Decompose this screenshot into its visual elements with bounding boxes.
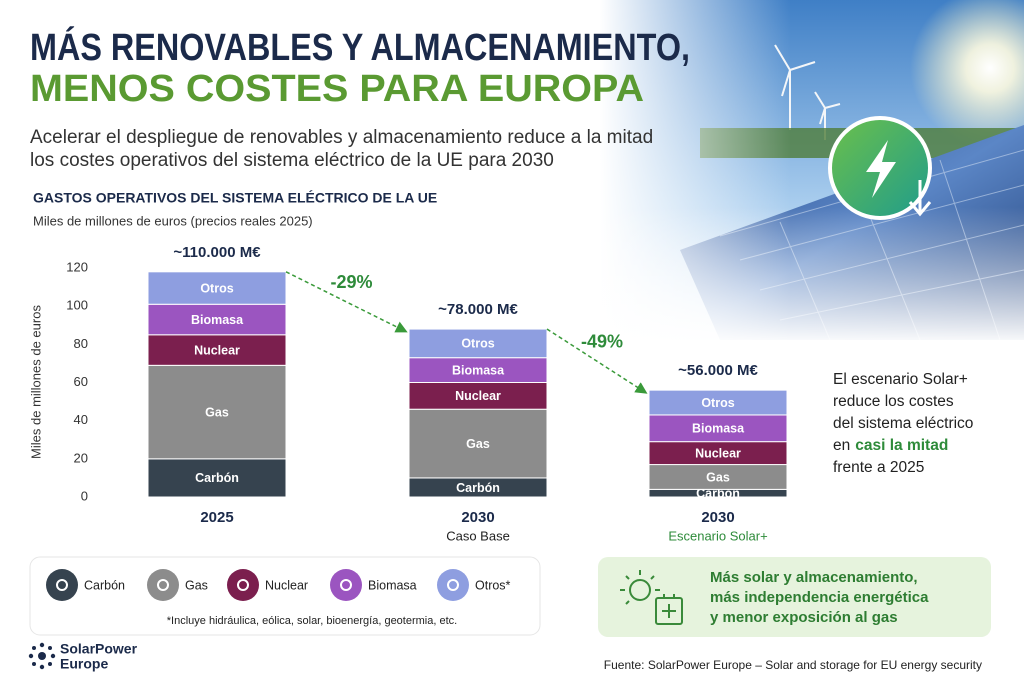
legend-note: *Incluye hidráulica, eólica, solar, bioe… xyxy=(167,615,457,627)
legend-label: Carbón xyxy=(84,578,125,592)
change-label: -49% xyxy=(581,331,623,351)
legend-label: Biomasa xyxy=(368,578,417,592)
bar-segment xyxy=(147,458,287,498)
x-tick-label: 2025 xyxy=(200,509,233,526)
callout: El escenario Solar+ reduce los costes de… xyxy=(833,371,973,476)
logo-text: Europe xyxy=(60,656,108,672)
bar-segment xyxy=(648,389,788,416)
segment-label: Gas xyxy=(205,405,229,419)
title-line: MÁS RENOVABLES Y ALMACENAMIENTO, xyxy=(30,25,690,69)
segment-label: Nuclear xyxy=(455,389,501,403)
logo: SolarPower Europe xyxy=(28,641,138,672)
segment-label: Nuclear xyxy=(194,343,240,357)
bar-segment xyxy=(408,408,548,479)
bar-segment xyxy=(147,271,287,305)
change-arrow xyxy=(546,328,648,394)
callout-line: reduce los costes xyxy=(833,393,954,410)
segment-label: Biomasa xyxy=(692,422,745,436)
segment-label: Otros xyxy=(701,396,734,410)
total-label: ~56.000 M€ xyxy=(678,362,758,379)
lead-line: Acelerar el despliegue de renovables y a… xyxy=(30,127,653,148)
change-arrow xyxy=(285,271,408,333)
chart-title: GASTOS OPERATIVOS DEL SISTEMA ELÉCTRICO … xyxy=(33,190,437,206)
banner-line: más independencia energética xyxy=(710,589,929,606)
bar-segment xyxy=(147,303,287,336)
segment-label: Carbón xyxy=(696,486,740,500)
banner-line: y menor exposición al gas xyxy=(710,609,898,626)
total-label: ~110.000 M€ xyxy=(173,244,261,261)
banner: Más solar y almacenamiento, más independ… xyxy=(598,557,991,637)
x-tick-label: 2030 xyxy=(461,509,494,526)
bar-segment xyxy=(147,364,287,460)
y-tick-label: 80 xyxy=(74,336,88,351)
change-label: -29% xyxy=(330,272,372,292)
x-tick-sublabel: Escenario Solar+ xyxy=(668,528,767,543)
legend-icon xyxy=(447,579,459,591)
y-tick-label: 120 xyxy=(66,259,88,274)
logo-text: SolarPower xyxy=(60,641,138,657)
callout-line: del sistema eléctrico xyxy=(833,415,973,432)
total-label: ~78.000 M€ xyxy=(438,301,518,318)
legend-icon xyxy=(56,579,68,591)
segment-label: Gas xyxy=(706,470,730,484)
hero-image xyxy=(600,0,1024,345)
callout-text: en xyxy=(833,437,850,454)
chart-subtitle: Miles de millones de euros (precios real… xyxy=(33,213,313,228)
title-line: MENOS COSTES PARA EUROPA xyxy=(30,68,644,110)
lead-line: los costes operativos del sistema eléctr… xyxy=(30,150,554,171)
legend-swatch xyxy=(227,569,259,601)
legend-label: Otros* xyxy=(475,578,511,592)
legend-label: Gas xyxy=(185,578,208,592)
legend-swatch xyxy=(330,569,362,601)
segment-label: Nuclear xyxy=(695,446,741,460)
source: Fuente: SolarPower Europe – Solar and st… xyxy=(604,658,982,672)
callout-line: en casi la mitad xyxy=(833,437,948,454)
y-tick-label: 100 xyxy=(66,298,88,313)
callout-line: El escenario Solar+ xyxy=(833,371,968,388)
banner-line: Más solar y almacenamiento, xyxy=(710,569,918,586)
legend-icon xyxy=(237,579,249,591)
segment-label: Biomasa xyxy=(452,363,505,377)
y-tick-label: 40 xyxy=(74,412,88,427)
x-tick-label: 2030 xyxy=(701,509,734,526)
legend-icon xyxy=(157,579,169,591)
segment-label: Gas xyxy=(466,437,490,451)
y-axis-label: Miles de millones de euros xyxy=(28,305,43,459)
x-tick-sublabel: Caso Base xyxy=(446,528,510,543)
callout-highlight: casi la mitad xyxy=(855,437,948,454)
bar-segment xyxy=(648,464,788,490)
legend-icon xyxy=(340,579,352,591)
y-tick-label: 0 xyxy=(81,488,88,503)
legend-swatch xyxy=(147,569,179,601)
bar-segment xyxy=(147,334,287,366)
segment-label: Otros xyxy=(461,337,494,351)
segment-label: Biomasa xyxy=(191,313,244,327)
legend-swatch xyxy=(437,569,469,601)
bar-segment xyxy=(408,357,548,384)
legend-label: Nuclear xyxy=(265,578,308,592)
segment-label: Otros xyxy=(200,281,233,295)
segment-label: Carbón xyxy=(456,481,500,495)
bar-segment xyxy=(408,328,548,359)
callout-line: frente a 2025 xyxy=(833,459,924,476)
legend-swatch xyxy=(46,569,78,601)
y-tick-label: 20 xyxy=(74,450,88,465)
segment-label: Carbón xyxy=(195,471,239,485)
bar-segment xyxy=(648,414,788,443)
y-tick-label: 60 xyxy=(74,374,88,389)
bar-segment xyxy=(408,382,548,410)
